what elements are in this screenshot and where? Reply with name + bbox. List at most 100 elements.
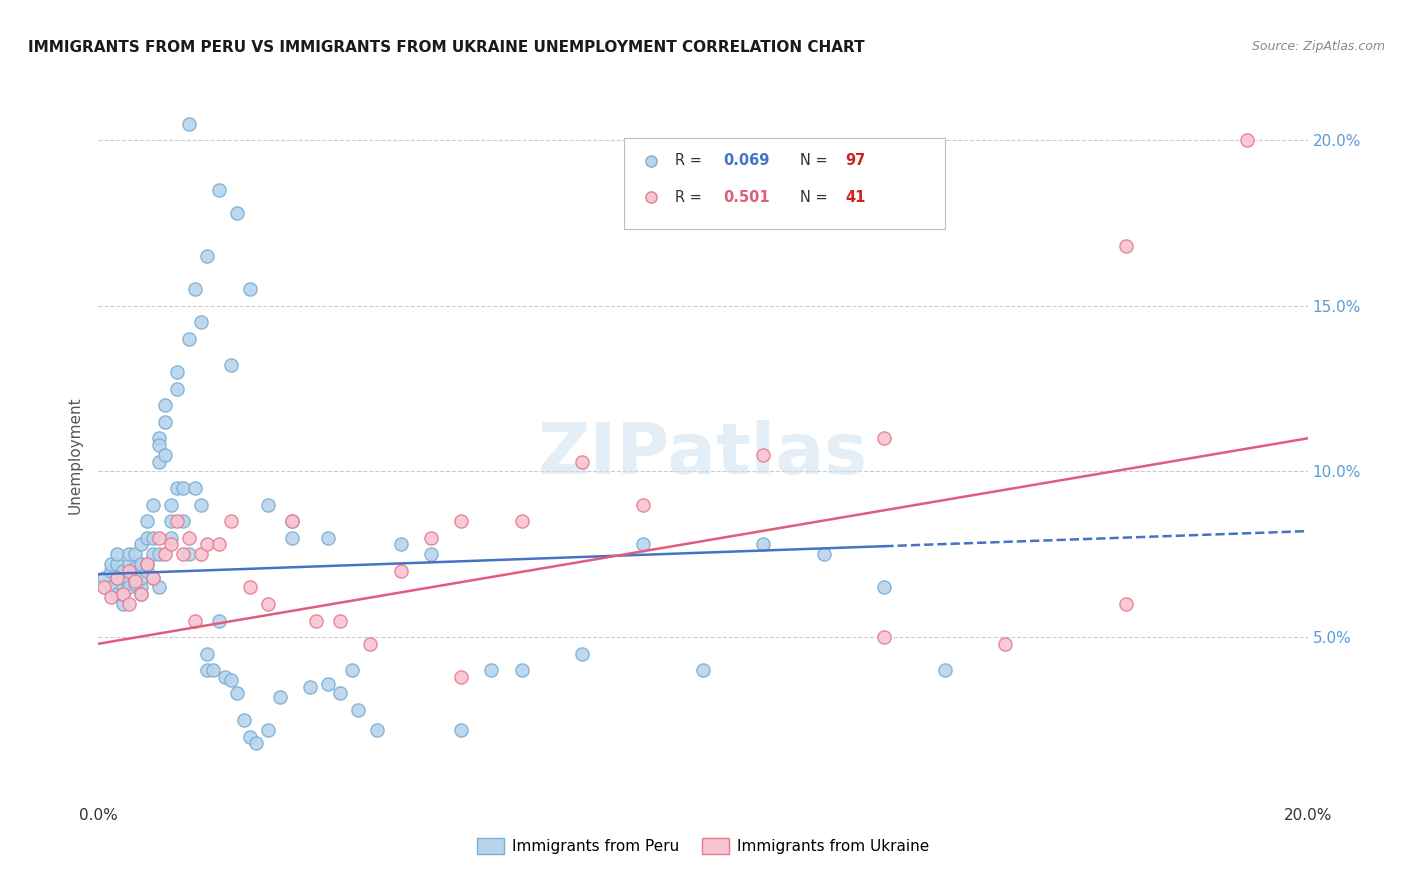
Point	[135, 531, 157, 545]
Point	[160, 498, 183, 512]
Point	[124, 570, 146, 584]
Point	[179, 332, 201, 346]
Point	[239, 730, 262, 744]
Point	[153, 398, 176, 412]
Point	[281, 514, 304, 528]
Point	[129, 587, 152, 601]
Point	[135, 558, 157, 572]
Point	[111, 587, 134, 601]
Point	[631, 498, 654, 512]
Point	[232, 713, 254, 727]
Text: R =: R =	[675, 153, 702, 168]
Point	[148, 438, 170, 452]
Point	[221, 514, 243, 528]
Point	[195, 647, 218, 661]
Point	[100, 564, 122, 578]
Point	[148, 531, 170, 545]
Point	[571, 454, 593, 468]
Point	[873, 630, 896, 644]
Point	[135, 564, 157, 578]
Point	[105, 547, 128, 561]
Legend: Immigrants from Peru, Immigrants from Ukraine: Immigrants from Peru, Immigrants from Uk…	[477, 838, 929, 855]
Text: Source: ZipAtlas.com: Source: ZipAtlas.com	[1251, 40, 1385, 54]
Point	[190, 498, 212, 512]
Point	[195, 249, 218, 263]
Point	[142, 531, 165, 545]
Point	[124, 560, 146, 574]
Point	[873, 431, 896, 445]
Text: ZIPatlas: ZIPatlas	[538, 420, 868, 490]
Point	[208, 183, 231, 197]
Point	[105, 587, 128, 601]
Point	[752, 537, 775, 551]
Text: N =: N =	[800, 190, 827, 205]
Point	[105, 558, 128, 572]
Point	[360, 637, 382, 651]
Point	[172, 547, 194, 561]
Point	[226, 686, 249, 700]
Point	[166, 514, 188, 528]
Point	[118, 581, 141, 595]
Point	[153, 547, 176, 561]
Point	[111, 597, 134, 611]
Point	[111, 581, 134, 595]
Text: 0.501: 0.501	[724, 190, 770, 205]
Point	[239, 282, 262, 296]
Point	[450, 723, 472, 737]
Point	[305, 614, 328, 628]
Point	[1115, 597, 1137, 611]
Point	[124, 574, 146, 588]
Point	[184, 614, 207, 628]
Point	[153, 448, 176, 462]
Point	[118, 574, 141, 588]
Point	[873, 581, 896, 595]
Point	[142, 570, 165, 584]
Point	[135, 514, 157, 528]
Point	[190, 547, 212, 561]
Point	[148, 581, 170, 595]
Point	[129, 587, 152, 601]
Point	[160, 537, 183, 551]
Point	[100, 558, 122, 572]
Point	[481, 663, 503, 677]
Point	[450, 670, 472, 684]
Point	[571, 647, 593, 661]
Point	[184, 481, 207, 495]
Point	[1115, 239, 1137, 253]
Point	[281, 514, 304, 528]
Point	[256, 597, 278, 611]
Text: 0.069: 0.069	[724, 153, 770, 168]
Point	[129, 570, 152, 584]
Point	[105, 570, 128, 584]
Point	[450, 514, 472, 528]
Point	[190, 315, 212, 329]
Point	[179, 117, 201, 131]
Point	[179, 531, 201, 545]
Point	[179, 547, 201, 561]
Point	[202, 663, 225, 677]
FancyBboxPatch shape	[624, 138, 945, 229]
Point	[1236, 133, 1258, 147]
Point	[118, 570, 141, 584]
Point	[420, 531, 443, 545]
Point	[124, 577, 146, 591]
Point	[366, 723, 388, 737]
Point	[184, 282, 207, 296]
Point	[111, 570, 134, 584]
Point	[245, 736, 267, 750]
Point	[93, 570, 115, 584]
Point	[129, 537, 152, 551]
Point	[160, 531, 183, 545]
Point	[93, 581, 115, 595]
Point	[118, 597, 141, 611]
Point	[208, 614, 231, 628]
Point	[510, 514, 533, 528]
Point	[256, 498, 278, 512]
Text: 41: 41	[845, 190, 866, 205]
Point	[510, 663, 533, 677]
Point	[148, 547, 170, 561]
Point	[118, 558, 141, 572]
Point	[111, 564, 134, 578]
Point	[142, 547, 165, 561]
Point	[100, 591, 122, 605]
